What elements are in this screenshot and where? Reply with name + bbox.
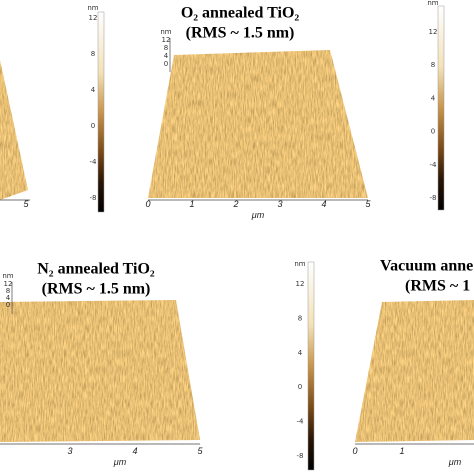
colorbar-tick-label: 12 xyxy=(429,28,438,36)
z-tick-label: 4 xyxy=(164,52,169,60)
panel-title: Vacuum anne xyxy=(380,258,473,275)
z-axis-unit: nm xyxy=(160,28,171,36)
x-tick-label: 4 xyxy=(132,446,137,456)
colorbar-tick-label: 4 xyxy=(91,86,96,94)
colorbar-tick-label: -8 xyxy=(297,452,304,460)
panel-subtitle: (RMS ~ 1.5 nm) xyxy=(186,25,295,42)
colorbar-tick-label: 8 xyxy=(298,314,302,322)
z-tick-label: 0 xyxy=(6,301,10,309)
axes xyxy=(0,38,474,445)
x-axis-unit: μm xyxy=(448,457,462,467)
colorbar-tick-label: 12 xyxy=(296,280,305,288)
x-tick-label: 3 xyxy=(67,446,72,456)
colorbar xyxy=(97,11,105,213)
x-tick-label: 5 xyxy=(197,446,203,456)
colorbar-tick-label: -4 xyxy=(90,158,98,166)
colorbar xyxy=(437,5,445,211)
x-tick-label: 1 xyxy=(189,199,194,209)
afm-surface xyxy=(0,60,28,200)
x-tick-label: 1 xyxy=(399,446,404,456)
surfaces xyxy=(0,50,474,442)
x-tick-label: 0 xyxy=(145,199,150,209)
colorbar xyxy=(307,261,315,471)
panel-title: O₂ annealed TiO₂ xyxy=(181,5,300,22)
z-tick-label: 4 xyxy=(6,294,11,302)
colorbar-tick-label: 8 xyxy=(431,61,435,69)
x-tick-label: 4 xyxy=(321,199,326,209)
x-tick-label: 3 xyxy=(277,199,282,209)
colorbar-tick-label: 8 xyxy=(91,50,95,58)
z-tick-label: 8 xyxy=(6,287,10,295)
x-tick-label: 5 xyxy=(23,199,29,209)
colorbar-tick-label: 4 xyxy=(431,94,436,102)
x-tick-label: 5 xyxy=(365,199,371,209)
z-tick-label: 0 xyxy=(164,60,168,68)
z-axis-unit: nm xyxy=(2,272,13,280)
colorbar-tick-label: -4 xyxy=(297,418,305,426)
colorbar-tick-label: -8 xyxy=(90,194,97,202)
colorbar-tick-label: -4 xyxy=(430,161,438,169)
afm-surface xyxy=(148,50,368,198)
colorbar-tick-label: 4 xyxy=(298,349,303,357)
colorbar-tick-label: -8 xyxy=(430,194,437,202)
x-tick-label: 0 xyxy=(352,446,357,456)
afm-surface xyxy=(0,300,200,442)
x-axis-unit: μm xyxy=(113,457,127,467)
colorbar-unit: nm xyxy=(427,0,438,7)
x-tick-label: 2 xyxy=(232,199,238,209)
z-tick-label: 12 xyxy=(162,36,171,44)
colorbar-unit: nm xyxy=(294,260,305,268)
colorbar-tick-label: 0 xyxy=(298,383,302,391)
colorbar-tick-label: 0 xyxy=(431,128,435,136)
panel-subtitle: (RMS ~ 1.5 nm) xyxy=(42,281,151,298)
panel-subtitle: (RMS ~ 1 xyxy=(405,278,470,295)
colorbar-tick-label: 12 xyxy=(89,14,98,22)
colorbar-tick-label: 0 xyxy=(91,122,95,130)
z-tick-label: 12 xyxy=(4,280,13,288)
colorbar-unit: nm xyxy=(87,4,98,12)
z-tick-label: 8 xyxy=(164,44,168,52)
panel-title: N₂ annealed TiO₂ xyxy=(37,261,155,278)
x-axis-unit: μm xyxy=(251,210,265,220)
afm-surface xyxy=(355,300,474,442)
